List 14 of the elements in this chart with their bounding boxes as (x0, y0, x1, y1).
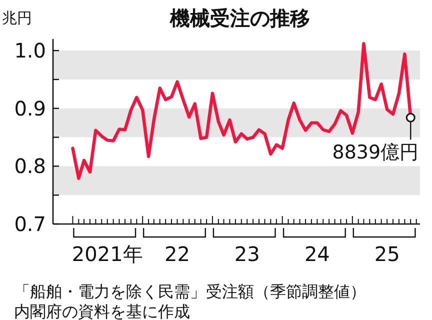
chart-title: 機械受注の推移 (169, 6, 310, 30)
y-tick-label: 0.9 (14, 96, 46, 120)
y-axis-title: 兆円 (2, 9, 32, 27)
x-tick-label: 24 (304, 242, 330, 266)
y-tick-label: 0.7 (14, 212, 46, 236)
x-tick-label: 2021年 (72, 242, 143, 266)
x-tick-label: 23 (234, 242, 260, 266)
annotation: 8839億円 (332, 142, 419, 164)
x-tick-label: 25 (374, 242, 400, 266)
text: 内閣府の資料を基に作成 (14, 303, 190, 320)
y-tick-label: 0.8 (14, 154, 46, 178)
x-tick-label: 22 (164, 242, 190, 266)
y-tick-label: 1.0 (14, 38, 46, 63)
text: 「船舶・電力を除く民需」受注額（季節調整値） (14, 283, 366, 301)
